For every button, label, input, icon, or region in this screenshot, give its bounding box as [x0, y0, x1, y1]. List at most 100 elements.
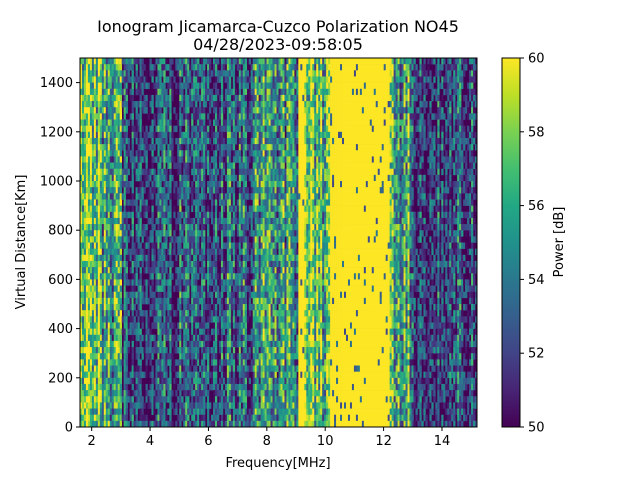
- heatmap-cell: [133, 316, 136, 323]
- heatmap-cell: [157, 131, 160, 139]
- heatmap-cell: [135, 383, 138, 391]
- heatmap-cell: [91, 414, 95, 422]
- heatmap-cell: [195, 125, 198, 133]
- heatmap-cell: [141, 297, 144, 305]
- heatmap-cell: [199, 113, 202, 120]
- heatmap-cell: [264, 217, 267, 225]
- heatmap-cell: [95, 82, 99, 90]
- heatmap-cell: [191, 168, 194, 176]
- heatmap-cell: [81, 162, 85, 169]
- heatmap-cell: [91, 217, 95, 225]
- heatmap-cell: [149, 390, 152, 397]
- heatmap-cell: [234, 137, 238, 145]
- heatmap-cell: [127, 76, 130, 83]
- heatmap-cell: [107, 285, 111, 292]
- heatmap-cell: [270, 267, 273, 274]
- heatmap-cell: [205, 383, 208, 391]
- heatmap-cell: [115, 297, 119, 305]
- heatmap-cell: [115, 199, 119, 206]
- heatmap-cell: [93, 260, 97, 268]
- heatmap-cell: [119, 316, 122, 323]
- heatmap-cell: [236, 242, 240, 249]
- heatmap-cell: [137, 279, 140, 286]
- heatmap-cell: [270, 254, 273, 262]
- heatmap-cell: [173, 408, 176, 415]
- heatmap-cell: [211, 291, 214, 299]
- heatmap-cell: [201, 304, 204, 311]
- heatmap-cell: [264, 230, 267, 237]
- heatmap-cell: [228, 181, 232, 188]
- heatmap-cell: [87, 156, 91, 163]
- heatmap-cell: [80, 113, 83, 120]
- heatmap-cell: [250, 156, 253, 163]
- heatmap-cell: [260, 205, 263, 213]
- heatmap-cell: [209, 156, 212, 163]
- heatmap-cell: [113, 205, 117, 213]
- heatmap-cell: [240, 297, 244, 305]
- heatmap-cell: [187, 137, 190, 145]
- heatmap-cell: [201, 181, 204, 188]
- heatmap-cell: [139, 144, 142, 151]
- heatmap-cell: [157, 279, 160, 286]
- heatmap-cell: [222, 137, 226, 145]
- heatmap-cell: [262, 414, 265, 422]
- heatmap-cell: [81, 150, 85, 157]
- heatmap-cell: [256, 310, 259, 317]
- heatmap-cell: [228, 113, 232, 120]
- heatmap-cell: [240, 168, 244, 176]
- heatmap-cell: [163, 377, 166, 385]
- heatmap-cell: [95, 390, 99, 397]
- heatmap-cell: [262, 242, 265, 249]
- heatmap-cell: [216, 383, 220, 391]
- heatmap-cell: [95, 150, 99, 157]
- heatmap-cell: [111, 377, 115, 385]
- heatmap-cell: [205, 156, 208, 163]
- heatmap-cell: [213, 70, 216, 77]
- heatmap-cell: [145, 174, 148, 182]
- heatmap-cell: [139, 113, 142, 120]
- heatmap-cell: [250, 131, 253, 139]
- heatmap-cell: [232, 248, 236, 256]
- heatmap-cell: [260, 254, 263, 262]
- heatmap-cell: [262, 137, 265, 145]
- heatmap-cell: [177, 70, 180, 77]
- heatmap-cell: [191, 402, 194, 409]
- heatmap-cell: [187, 291, 190, 299]
- heatmap-cell: [89, 224, 93, 231]
- heatmap-cell: [234, 279, 238, 286]
- heatmap-cell: [127, 199, 130, 206]
- heatmap-cell: [181, 396, 184, 403]
- heatmap-cell: [175, 217, 178, 225]
- heatmap-cell: [193, 371, 196, 379]
- heatmap-cell: [246, 347, 250, 354]
- heatmap-cell: [191, 334, 194, 342]
- heatmap-cell: [258, 150, 261, 157]
- heatmap-cell: [91, 199, 95, 206]
- heatmap-cell: [185, 162, 188, 169]
- heatmap-cell: [193, 137, 196, 145]
- heatmap-cell: [93, 365, 97, 372]
- heatmap-cell: [254, 297, 257, 305]
- heatmap-cell: [105, 365, 109, 372]
- heatmap-cell: [197, 131, 200, 139]
- heatmap-cell: [137, 377, 140, 385]
- heatmap-cell: [175, 371, 178, 379]
- heatmap-cell: [260, 322, 263, 329]
- heatmap-cell: [213, 224, 216, 231]
- heatmap-cell: [199, 402, 202, 409]
- heatmap-cell: [270, 396, 273, 403]
- heatmap-cell: [87, 254, 91, 262]
- heatmap-cell: [95, 347, 99, 354]
- heatmap-cell: [250, 211, 253, 219]
- heatmap-cell: [81, 113, 85, 120]
- heatmap-cell: [244, 144, 248, 151]
- heatmap-cell: [107, 58, 111, 65]
- heatmap-cell: [113, 297, 117, 305]
- heatmap-cell: [234, 396, 238, 403]
- heatmap-cell: [270, 94, 273, 102]
- heatmap-cell: [105, 144, 109, 151]
- heatmap-cell: [266, 334, 269, 342]
- heatmap-cell: [157, 396, 160, 403]
- heatmap-cell: [159, 383, 162, 391]
- heatmap-cell: [127, 230, 130, 237]
